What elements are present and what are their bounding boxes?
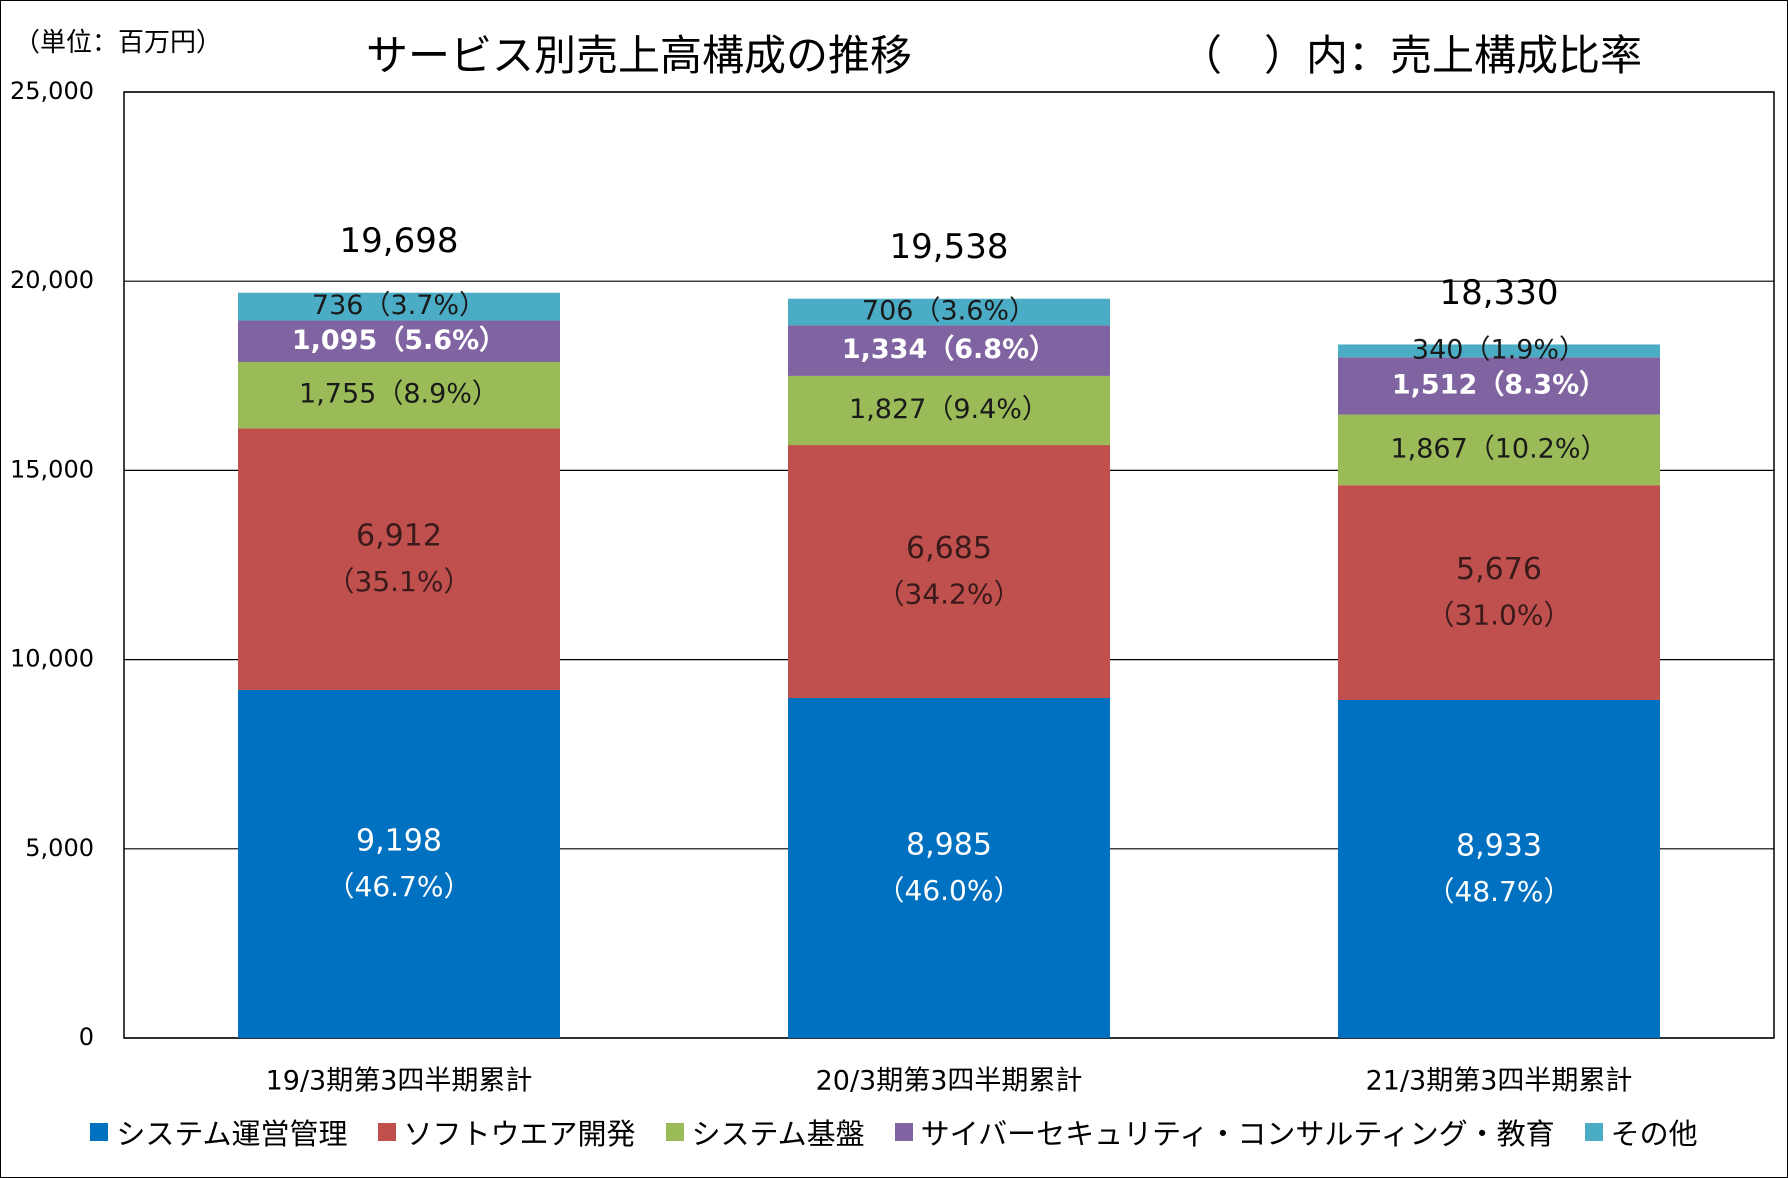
- legend-swatch: [894, 1123, 913, 1141]
- legend-swatch: [377, 1123, 396, 1141]
- data-label: 8,985: [906, 828, 992, 863]
- data-label-pct: （35.1%）: [327, 565, 472, 598]
- data-label: 736（3.7%）: [312, 290, 486, 321]
- x-tick-label: 19/3期第3四半期累計: [266, 1066, 533, 1097]
- y-tick-label: 25,000: [10, 77, 94, 105]
- total-label: 19,698: [340, 221, 459, 261]
- bar-segment: [1338, 414, 1660, 486]
- chart-title: サービス別売上高構成の推移: [366, 31, 913, 80]
- bar-segment: [788, 375, 1110, 446]
- bar-segment: [1338, 357, 1660, 415]
- bar-segment: [788, 445, 1110, 699]
- data-label: 9,198: [356, 823, 442, 858]
- data-label: 6,685: [906, 531, 992, 566]
- data-label: 1,755（8.9%）: [299, 379, 499, 410]
- data-label: 1,867（10.2%）: [1390, 433, 1607, 464]
- legend-swatch: [90, 1123, 109, 1141]
- bar-segment: [788, 698, 1110, 1038]
- y-tick-label: 15,000: [10, 455, 94, 483]
- stacked-bar-chart: 0 5,000 10,000 15,000 20,000 25,000 9,198 （46.7…: [10, 77, 1775, 1097]
- data-label-pct: （31.0%）: [1427, 599, 1572, 632]
- legend-label: システム基盤: [691, 1117, 865, 1151]
- data-label: 706（3.6%）: [862, 296, 1036, 327]
- legend-item: システム運営管理: [90, 1111, 348, 1153]
- y-tick-label: 5,000: [25, 834, 94, 862]
- total-label: 19,538: [890, 227, 1009, 267]
- data-label: 5,676: [1456, 552, 1542, 587]
- x-tick-label: 21/3期第3四半期累計: [1366, 1066, 1633, 1097]
- ratio-note: （ ）内：売上構成比率: [1180, 31, 1643, 80]
- data-label: 8,933: [1456, 828, 1542, 863]
- legend-item: サイバーセキュリティ・コンサルティング・教育: [894, 1111, 1555, 1153]
- data-label: 340（1.9%）: [1412, 334, 1586, 365]
- data-label: 1,334（6.8%）: [842, 334, 1056, 365]
- data-label: 1,827（9.4%）: [849, 394, 1049, 425]
- data-label-pct: （34.2%）: [877, 578, 1022, 611]
- bar-segment: [238, 292, 560, 321]
- data-label: 1,512（8.3%）: [1392, 369, 1606, 400]
- legend-item: システム基盤: [665, 1111, 865, 1153]
- legend-item: ソフトウエア開発: [377, 1111, 636, 1153]
- bar-segment: [788, 325, 1110, 376]
- legend-label: システム運営管理: [116, 1117, 348, 1151]
- y-tick-label: 0: [79, 1023, 94, 1051]
- legend: システム運営管理 ソフトウエア開発 システム基盤 サイバーセキュリティ・コンサルティン…: [0, 1108, 1788, 1156]
- bar-segment: [238, 361, 560, 429]
- total-label: 18,330: [1440, 273, 1559, 313]
- data-label: 6,912: [356, 519, 442, 554]
- legend-label: サイバーセキュリティ・コンサルティング・教育: [920, 1117, 1555, 1151]
- bar-segment: [1338, 344, 1660, 358]
- data-label-pct: （46.7%）: [327, 870, 472, 903]
- legend-item: その他: [1584, 1111, 1698, 1153]
- bar-segment: [788, 298, 1110, 326]
- bar-segment: [238, 320, 560, 362]
- legend-label: ソフトウエア開発: [403, 1117, 636, 1151]
- bar-segment: [238, 428, 560, 690]
- data-label: 1,095（5.6%）: [292, 325, 506, 356]
- legend-label: その他: [1610, 1117, 1698, 1151]
- bar-segment: [1338, 485, 1660, 700]
- bar-segment: [1338, 699, 1660, 1038]
- legend-swatch: [1584, 1123, 1603, 1141]
- legend-swatch: [665, 1123, 684, 1141]
- y-tick-label: 20,000: [10, 266, 94, 294]
- x-tick-label: 20/3期第3四半期累計: [816, 1066, 1083, 1097]
- y-tick-label: 10,000: [10, 645, 94, 673]
- data-label-pct: （48.7%）: [1427, 875, 1572, 908]
- bar-segment: [238, 689, 560, 1038]
- unit-label: （単位：百万円）: [14, 28, 223, 58]
- data-label-pct: （46.0%）: [877, 874, 1022, 907]
